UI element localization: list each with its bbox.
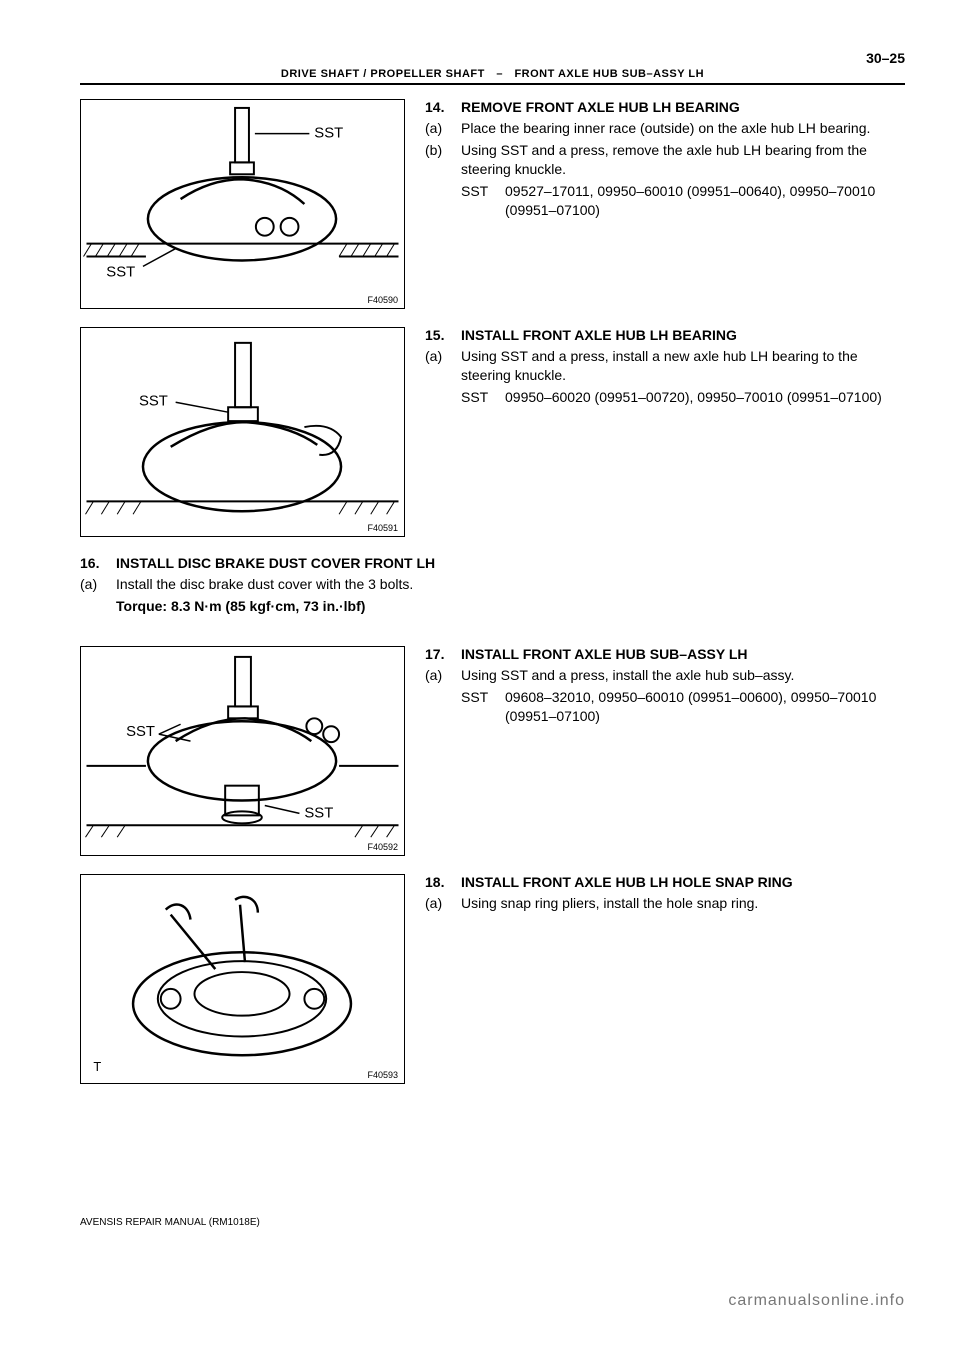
row-step-17: SST SST F40592 17. INSTALL FRONT AXLE HU… (80, 646, 905, 856)
sst-label-bottom: SST (304, 805, 333, 821)
sst-label-left: SST (106, 264, 135, 280)
figure-15: SST F40591 (80, 327, 405, 537)
watermark-footer: carmanualsonline.info (728, 1292, 905, 1310)
step-number: 18. (425, 874, 461, 890)
manual-footer: AVENSIS REPAIR MANUAL (RM1018E) (80, 1217, 260, 1228)
sub-mark: (a) (425, 667, 461, 683)
page-header: DRIVE SHAFT / PROPELLER SHAFT – FRONT AX… (80, 68, 905, 85)
figure-id-17: F40592 (367, 842, 398, 852)
figure-18: T F40593 (80, 874, 405, 1084)
sub-mark: (a) (425, 895, 461, 911)
sst-label-top: SST (139, 393, 168, 409)
sst-label: SST (461, 688, 505, 726)
row-step-18: T F40593 18. INSTALL FRONT AXLE HUB LH H… (80, 874, 905, 1084)
sub-text: Install the disc brake dust cover with t… (116, 575, 413, 594)
sub-text: Place the bearing inner race (outside) o… (461, 119, 870, 138)
torque-spec: Torque: 8.3 N·m (85 kgf·cm, 73 in.·lbf) (116, 597, 365, 616)
step-title: INSTALL DISC BRAKE DUST COVER FRONT LH (116, 555, 435, 571)
sub-text: Using SST and a press, remove the axle h… (461, 141, 905, 179)
step-number: 17. (425, 646, 461, 662)
row-step-16: 16. INSTALL DISC BRAKE DUST COVER FRONT … (80, 555, 905, 616)
sst-label: SST (461, 388, 505, 407)
row-step-15: SST F40591 15. INSTALL FRONT AXLE HUB LH… (80, 327, 905, 537)
sst-text: 09608–32010, 09950–60010 (09951–00600), … (505, 688, 905, 726)
sub-mark: (a) (425, 120, 461, 136)
sub-mark: (a) (80, 576, 116, 592)
sst-text: 09950–60020 (09951–00720), 09950–70010 (… (505, 388, 882, 407)
step-number: 15. (425, 327, 461, 343)
sst-label: SST (461, 182, 505, 220)
page-number: 30–25 (80, 50, 905, 66)
sub-text: Using SST and a press, install the axle … (461, 666, 794, 685)
sst-label-top: SST (314, 126, 343, 142)
sub-text: Using SST and a press, install a new axl… (461, 347, 905, 385)
step-title: INSTALL FRONT AXLE HUB LH BEARING (461, 327, 737, 343)
sub-mark: (a) (425, 348, 461, 364)
sst-label-left: SST (126, 724, 155, 740)
figure-17: SST SST F40592 (80, 646, 405, 856)
step-number: 16. (80, 555, 116, 571)
step-title: REMOVE FRONT AXLE HUB LH BEARING (461, 99, 740, 115)
figure-id-14: F40590 (367, 295, 398, 305)
figure-id-18: F40593 (367, 1070, 398, 1080)
sst-text: 09527–17011, 09950–60010 (09951–00640), … (505, 182, 905, 220)
row-step-14: SST SST F40590 14. REMOVE FRONT AX (80, 99, 905, 309)
sub-text: Using snap ring pliers, install the hole… (461, 894, 758, 913)
t-label: T (93, 1059, 101, 1074)
sub-mark: (b) (425, 142, 461, 158)
figure-id-15: F40591 (367, 523, 398, 533)
step-title: INSTALL FRONT AXLE HUB LH HOLE SNAP RING (461, 874, 793, 890)
step-title: INSTALL FRONT AXLE HUB SUB–ASSY LH (461, 646, 748, 662)
step-number: 14. (425, 99, 461, 115)
figure-14: SST SST F40590 (80, 99, 405, 309)
